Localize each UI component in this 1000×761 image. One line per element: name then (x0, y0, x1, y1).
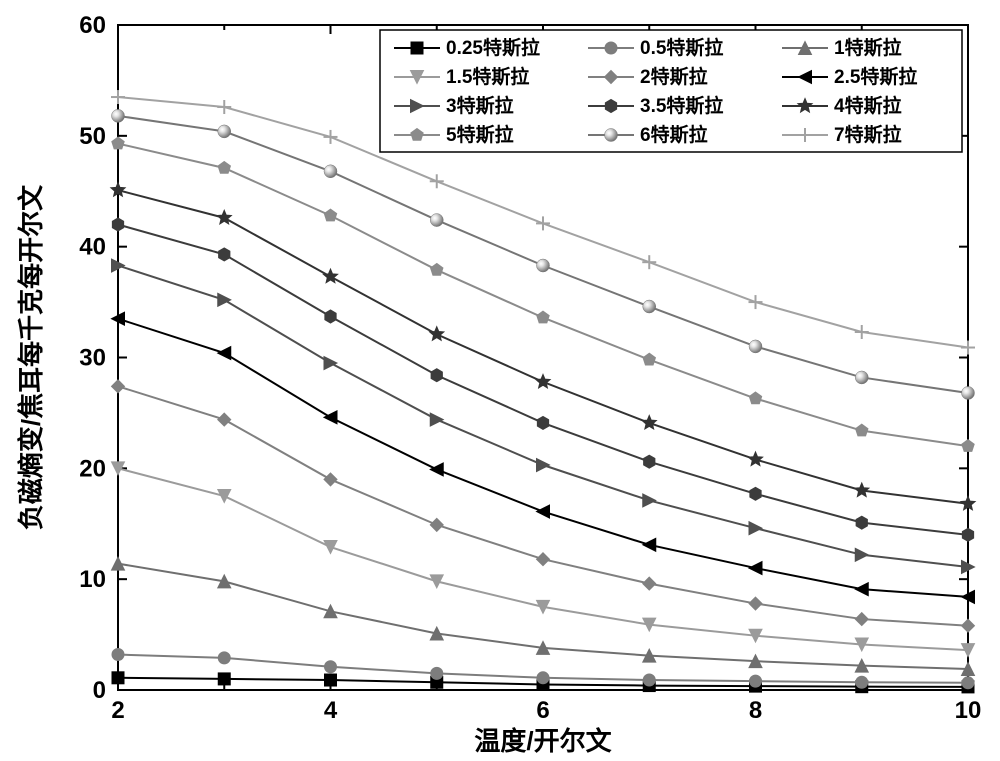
legend-label: 5特斯拉 (446, 123, 514, 146)
y-tick-label: 40 (79, 234, 106, 261)
x-tick-label: 10 (955, 697, 982, 724)
legend-label: 0.5特斯拉 (640, 36, 723, 59)
legend-label: 1.5特斯拉 (446, 65, 529, 88)
chart-svg: 2 4 6 8 10 0 10 20 30 40 50 60 温度/开尔文 负磁熵变/焦耳每千克每开尔文 0… (0, 0, 1000, 761)
legend-label: 4特斯拉 (834, 94, 902, 117)
y-tick-label: 20 (79, 455, 106, 482)
y-axis-label: 负磁熵变/焦耳每千克每开尔文 (16, 184, 46, 530)
x-tick-label: 4 (324, 697, 338, 724)
legend-label: 2特斯拉 (640, 65, 708, 88)
legend-label: 0.25特斯拉 (446, 36, 540, 59)
y-tick-label: 30 (79, 345, 106, 372)
x-tick-label: 8 (749, 697, 762, 724)
legend-label: 1特斯拉 (834, 36, 902, 59)
x-tick-label: 6 (536, 697, 549, 724)
legend-label: 3.5特斯拉 (640, 94, 723, 117)
legend-label: 6特斯拉 (640, 123, 708, 146)
y-tick-label: 10 (79, 566, 106, 593)
x-tick-label: 2 (111, 697, 124, 724)
legend-label: 7特斯拉 (834, 123, 902, 146)
chart-container: 2 4 6 8 10 0 10 20 30 40 50 60 温度/开尔文 负磁熵变/焦耳每千克每开尔文 0… (0, 0, 1000, 761)
legend-label: 2.5特斯拉 (834, 65, 917, 88)
y-tick-label: 0 (93, 677, 106, 704)
legend-label: 3特斯拉 (446, 94, 514, 117)
legend: 0.25特斯拉 0.5特斯拉 1特斯拉 1.5特斯拉 2特斯拉 2.5特斯拉 3特斯拉 3.5… (380, 30, 962, 152)
x-axis-label: 温度/开尔文 (474, 726, 612, 756)
y-tick-label: 60 (79, 12, 106, 39)
y-tick-label: 50 (79, 123, 106, 150)
